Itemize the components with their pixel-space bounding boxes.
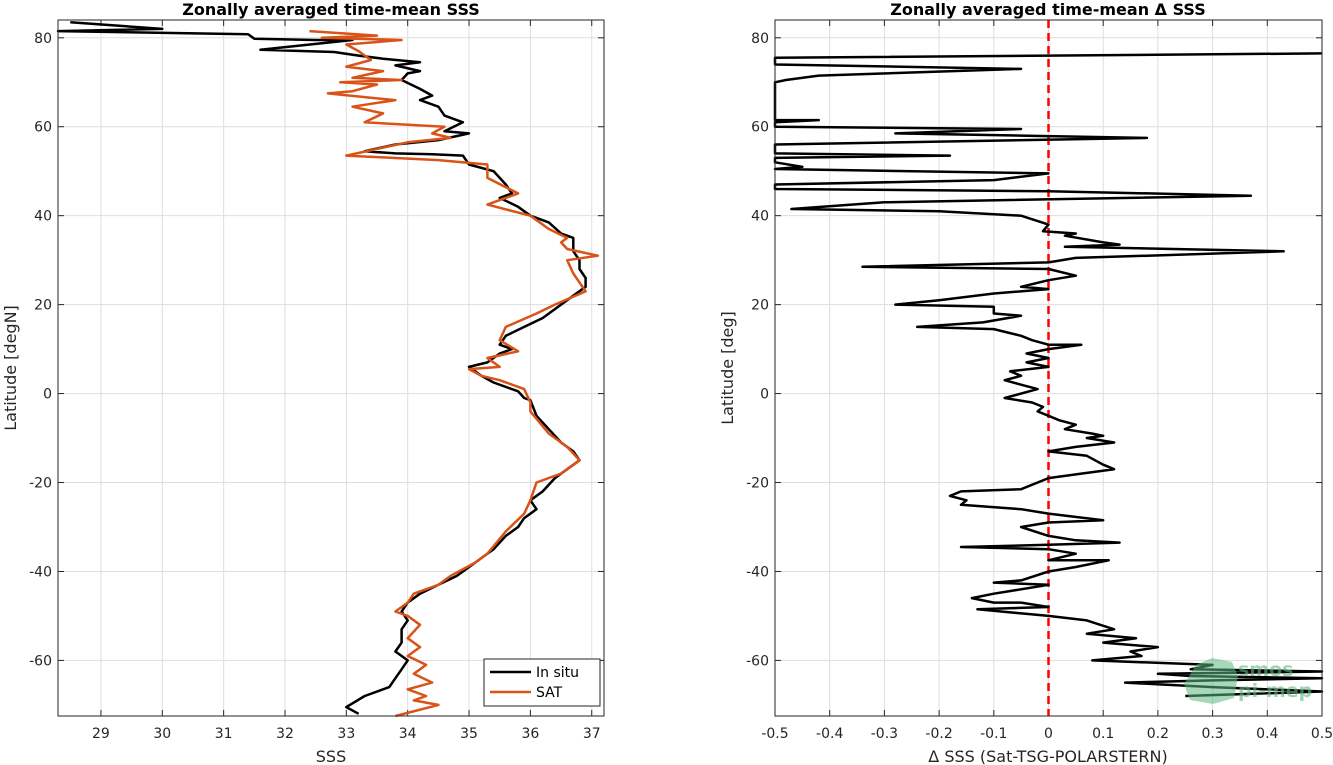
x-tick-label: 37 xyxy=(583,726,601,742)
y-tick-label: 80 xyxy=(34,31,52,47)
sat-series-line xyxy=(309,29,600,718)
sss-tick-labels: 29 30 31 32 33 34 35 36 37 -60 -40 -20 0 20 40 60 80 xyxy=(29,31,601,742)
y-tick-label: -60 xyxy=(29,653,52,669)
x-tick-label: 35 xyxy=(460,726,478,742)
delta-sss-series-line xyxy=(773,52,1324,698)
delta-sss-panel: -0.5 -0.4 -0.3 -0.2 -0.1 0 0.1 0.2 0.3 0.4 0.5 -60 -… xyxy=(718,0,1333,765)
x-tick-label: 0 xyxy=(1044,726,1053,742)
sss-x-axis-label: SSS xyxy=(316,747,346,765)
smos-pi-mep-logo: smos pi-mep xyxy=(1184,658,1312,704)
y-tick-label: -60 xyxy=(746,653,769,669)
delta-sss-x-axis-label: Δ SSS (Sat-TSG-POLARSTERN) xyxy=(928,747,1167,765)
legend-box xyxy=(483,658,601,707)
x-tick-label: -0.2 xyxy=(925,726,952,742)
x-tick-label: 30 xyxy=(153,726,171,742)
delta-sss-series-lines xyxy=(773,52,1324,698)
x-tick-label: 31 xyxy=(215,726,233,742)
sss-chart-title: Zonally averaged time-mean SSS xyxy=(182,0,480,19)
x-tick-label: 0.2 xyxy=(1147,726,1169,742)
y-tick-label: -40 xyxy=(29,564,52,580)
y-tick-label: 20 xyxy=(34,298,52,314)
x-tick-label: 29 xyxy=(92,726,110,742)
y-tick-label: -40 xyxy=(746,564,769,580)
logo-text-smos: smos xyxy=(1238,659,1293,681)
delta-sss-axes-frame xyxy=(774,19,1323,717)
y-tick-label: -20 xyxy=(746,476,769,492)
x-tick-label: 0.1 xyxy=(1092,726,1114,742)
x-tick-label: 0.4 xyxy=(1256,726,1278,742)
x-tick-label: -0.3 xyxy=(871,726,898,742)
y-tick-label: 40 xyxy=(34,209,52,225)
x-tick-label: 0.3 xyxy=(1201,726,1223,742)
sss-series-lines xyxy=(56,20,600,718)
y-tick-label: -20 xyxy=(29,476,52,492)
x-tick-label: 36 xyxy=(521,726,539,742)
logo-text-pi-mep: pi-mep xyxy=(1238,680,1312,702)
y-tick-label: 0 xyxy=(43,387,52,403)
legend-in-situ-label: In situ xyxy=(536,665,579,681)
x-tick-label: 33 xyxy=(337,726,355,742)
sss-axes-box xyxy=(58,20,604,716)
x-tick-label: -0.4 xyxy=(816,726,843,742)
y-tick-label: 40 xyxy=(751,209,769,225)
sss-axes-frame xyxy=(57,19,605,717)
x-tick-label: -0.1 xyxy=(980,726,1007,742)
y-tick-label: 60 xyxy=(751,120,769,136)
sss-panel: 29 30 31 32 33 34 35 36 37 -60 -40 -20 0 20 40 60 80 Zon… xyxy=(1,0,605,765)
x-tick-label: 32 xyxy=(276,726,294,742)
legend-sat-label: SAT xyxy=(536,685,563,701)
logo-map-shape xyxy=(1184,658,1238,704)
y-tick-label: 80 xyxy=(751,31,769,47)
y-tick-label: 20 xyxy=(751,298,769,314)
y-tick-label: 60 xyxy=(34,120,52,136)
delta-sss-chart-title: Zonally averaged time-mean Δ SSS xyxy=(890,0,1206,19)
delta-sss-tick-labels: -0.5 -0.4 -0.3 -0.2 -0.1 0 0.1 0.2 0.3 0.4 0.5 -60 -… xyxy=(746,31,1333,742)
delta-sss-y-axis-label: Latitude [deg] xyxy=(718,311,737,425)
sss-y-axis-label: Latitude [degN] xyxy=(1,305,20,431)
sss-gridlines xyxy=(58,20,604,716)
legend: In situ SAT xyxy=(483,658,601,707)
x-tick-label: 34 xyxy=(399,726,417,742)
y-tick-label: 0 xyxy=(760,387,769,403)
x-tick-label: -0.5 xyxy=(761,726,788,742)
in-situ-series-line xyxy=(56,20,587,715)
x-tick-label: 0.5 xyxy=(1311,726,1333,742)
